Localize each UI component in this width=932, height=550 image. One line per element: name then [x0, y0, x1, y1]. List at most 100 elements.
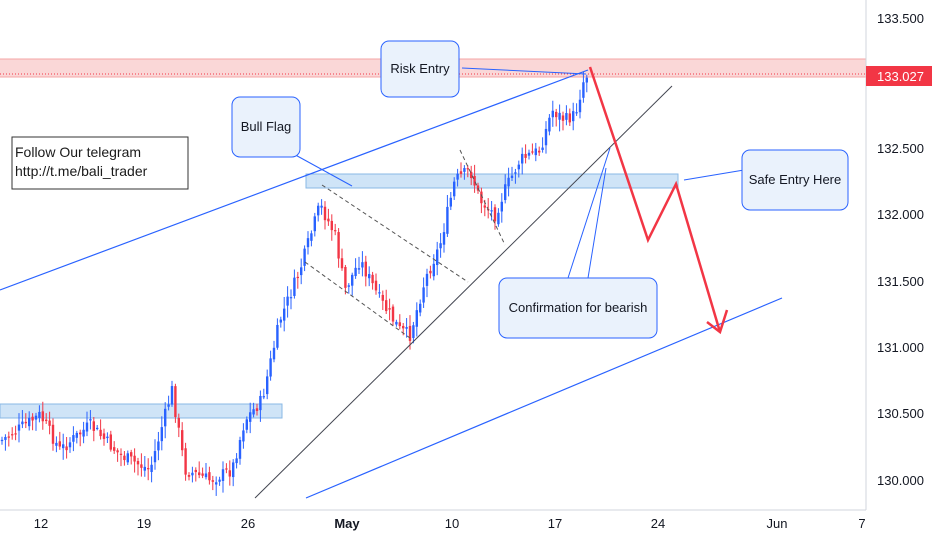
candle-body — [133, 455, 136, 462]
candle-body — [385, 300, 388, 312]
y-tick-label: 130.000 — [877, 473, 924, 488]
candle-body — [0, 439, 4, 442]
y-tick-label: 132.000 — [877, 207, 924, 222]
candle-body — [374, 280, 378, 291]
candle-body — [130, 452, 133, 457]
candle-body — [109, 434, 112, 450]
candle-body — [344, 266, 347, 288]
candle-body — [48, 420, 51, 426]
candle-body — [75, 432, 78, 438]
candle-body — [504, 184, 507, 201]
time-axis[interactable] — [0, 510, 866, 550]
candle-body — [225, 468, 228, 470]
x-tick-label: Jun — [767, 516, 788, 531]
candle-body — [408, 325, 412, 341]
candle-body — [232, 462, 235, 478]
candle-body — [483, 205, 486, 208]
candle-body — [534, 148, 537, 156]
candle-body — [493, 207, 497, 222]
candle-body — [68, 442, 72, 448]
safe-entry-pointer — [683, 169, 745, 181]
candle-body — [442, 232, 446, 245]
candle-body — [14, 433, 17, 435]
candle-body — [249, 412, 252, 422]
candle-body — [310, 233, 313, 241]
x-tick-labels: 12 19 26 May 10 17 24 Jun 7 — [34, 516, 866, 531]
candle-body — [136, 461, 140, 465]
candle-body — [106, 436, 109, 439]
candle-body — [337, 232, 340, 259]
candle-body — [160, 427, 163, 442]
candle-body — [187, 475, 191, 477]
candle-body — [211, 480, 214, 482]
candle-body — [259, 395, 262, 411]
candle-body — [116, 450, 119, 453]
candle-body — [140, 464, 143, 468]
candle-body — [7, 436, 10, 438]
candle-body — [72, 435, 75, 442]
candle-body — [561, 115, 565, 121]
candle-body — [422, 287, 425, 303]
candle-body — [313, 216, 316, 232]
candle-body — [194, 469, 197, 473]
candle-body — [65, 446, 68, 451]
candle-body — [208, 472, 211, 481]
candle-body — [361, 262, 364, 268]
candle-body — [255, 408, 259, 412]
risk-entry-pointer — [461, 67, 587, 75]
bearish-projection — [588, 66, 722, 333]
candle-body — [419, 303, 422, 313]
telegram-line2: http://t.me/bali_trader — [15, 163, 148, 179]
x-tick-label: 26 — [241, 516, 255, 531]
candle-body — [568, 113, 571, 123]
candle-body — [585, 77, 588, 83]
candle-body — [368, 274, 371, 279]
candle-body — [575, 112, 578, 114]
flag2-line — [459, 149, 506, 246]
price-axis[interactable] — [866, 0, 932, 550]
candle-body — [320, 205, 323, 208]
candle-body — [164, 408, 167, 427]
bull-flag-callout: Bull Flag — [231, 96, 301, 158]
candle-body — [38, 411, 41, 418]
candle-body — [283, 308, 286, 321]
candle-body — [102, 433, 106, 439]
candle-body — [371, 274, 374, 284]
candle-body — [123, 455, 126, 461]
candle-body — [510, 175, 514, 178]
candle-body — [262, 396, 265, 398]
candle-body — [578, 99, 582, 113]
candle-body — [79, 432, 82, 435]
candle-body — [96, 427, 99, 430]
candle-body — [89, 419, 92, 421]
candle-body — [238, 439, 242, 459]
candle-body — [572, 111, 575, 122]
x-tick-label: 19 — [137, 516, 151, 531]
candle-body — [405, 327, 408, 329]
candle-body — [174, 386, 177, 417]
x-tick-label: 10 — [445, 516, 459, 531]
candle-body — [153, 451, 157, 463]
candle-body — [306, 238, 310, 248]
candle-body — [473, 175, 476, 186]
candle-body — [272, 347, 276, 360]
x-tick-label: 12 — [34, 516, 48, 531]
candle-body — [459, 171, 463, 174]
candle-body — [266, 376, 269, 395]
candle-body — [544, 128, 548, 146]
candle-body — [45, 419, 48, 422]
candle-body — [531, 151, 534, 153]
candle-body — [245, 419, 248, 430]
candle-body — [456, 173, 459, 180]
upper-channel-line — [0, 69, 589, 291]
candle-body — [85, 422, 89, 432]
candle-body — [4, 437, 7, 440]
bull-flag-pointer — [289, 151, 353, 187]
confirmation-pointer-a — [567, 147, 611, 279]
candle-body — [521, 153, 524, 164]
candle-body — [269, 358, 272, 377]
candle-body — [398, 322, 401, 327]
candle-body — [514, 172, 517, 174]
candle-body — [82, 429, 85, 437]
candle-body — [31, 416, 34, 421]
